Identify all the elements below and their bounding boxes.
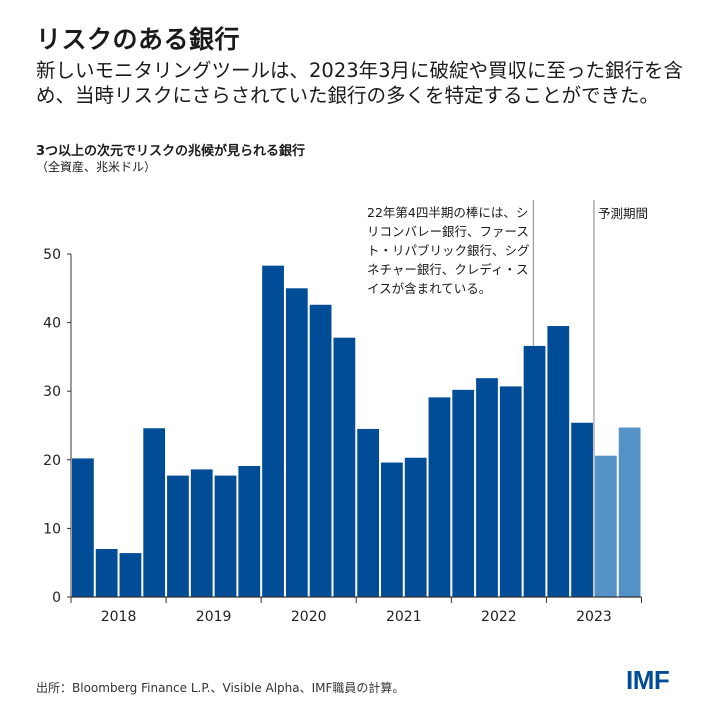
chart-title: 3つ以上の次元でリスクの兆候が見られる銀行 — [36, 144, 306, 159]
bar-2021Q2 — [381, 462, 403, 597]
x-tick-label: 2019 — [196, 609, 232, 625]
x-tick-label: 2022 — [481, 609, 517, 625]
bar-2023Q2 — [571, 422, 593, 597]
bar-2018Q1 — [72, 458, 94, 597]
page-subtitle: 新しいモニタリングツールは、2023年3月に破綻や買収に至った銀行を含め、当時リ… — [36, 59, 684, 107]
annotation-forecast: 予測期間 — [598, 206, 649, 221]
y-tick-label: 30 — [43, 384, 61, 400]
bar-2019Q2 — [190, 469, 213, 597]
bar-2022Q1 — [452, 389, 475, 597]
bar-2020Q2 — [285, 288, 308, 597]
bar-2021Q4 — [428, 397, 451, 597]
bar-2019Q1 — [167, 475, 189, 597]
y-tick-label: 10 — [43, 521, 61, 537]
x-tick-label: 2020 — [291, 609, 327, 625]
y-tick-label: 20 — [43, 453, 61, 469]
chart-unit: （全資産、兆米ドル） — [36, 160, 157, 174]
x-tick-label: 2018 — [101, 609, 137, 625]
bar-2020Q4 — [333, 337, 356, 597]
bar-2019Q3 — [214, 475, 237, 597]
bar-2021Q1 — [357, 428, 380, 597]
bar-2021Q3 — [404, 457, 427, 597]
bar-2022Q2 — [476, 378, 498, 597]
x-tick-label: 2021 — [386, 609, 422, 625]
bar-2023Q3 — [594, 455, 617, 597]
annotation-q4-2022: 22年第4四半期の棒には、シリコンバレー銀行、ファースト・リパブリック銀行、シグ… — [367, 205, 530, 296]
bar-2022Q3 — [499, 386, 522, 597]
bar-2022Q4 — [523, 345, 546, 597]
source-note: 出所：Bloomberg Finance L.P.、Visible Alpha、… — [36, 681, 405, 695]
y-tick-label: 0 — [52, 590, 61, 606]
bar-2018Q4 — [143, 428, 166, 597]
y-tick-label: 50 — [43, 247, 61, 263]
page-title: リスクのある銀行 — [36, 25, 241, 54]
y-tick-label: 40 — [43, 316, 61, 332]
x-tick-label: 2023 — [576, 609, 612, 625]
bar-2020Q1 — [262, 265, 284, 597]
bar-2018Q3 — [119, 553, 142, 597]
bar-2023Q4 — [618, 427, 641, 597]
imf-logo: IMF — [626, 665, 670, 695]
bar-2023Q1 — [547, 326, 570, 597]
bar-2018Q2 — [95, 548, 118, 597]
bar-2020Q3 — [309, 304, 332, 597]
bar-2019Q4 — [238, 465, 261, 597]
